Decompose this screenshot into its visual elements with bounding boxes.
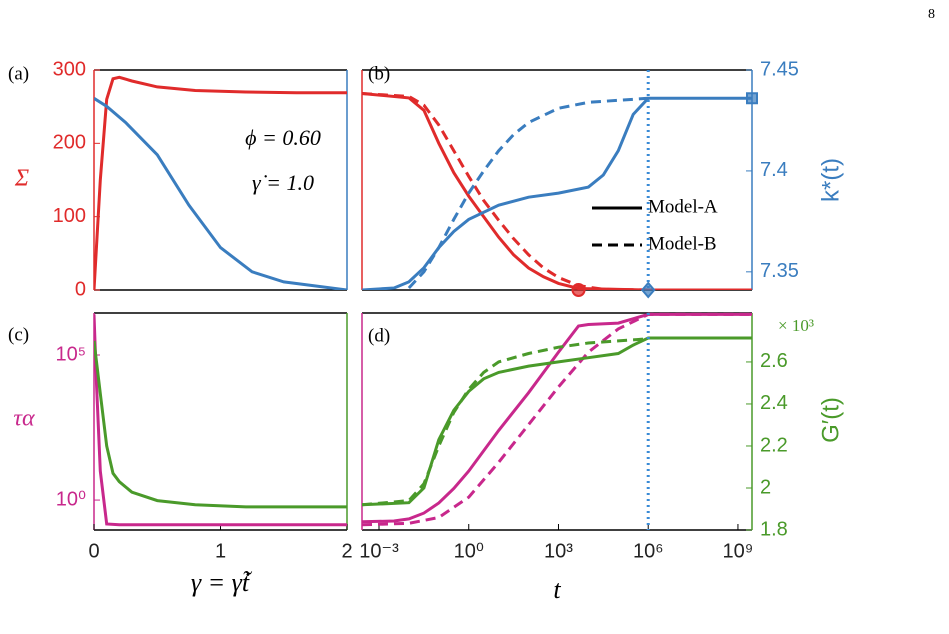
panel-label: (d)	[368, 325, 390, 346]
data-line	[94, 97, 347, 290]
data-line	[362, 96, 752, 290]
data-line	[362, 336, 752, 507]
y-tick-label: 100	[53, 205, 86, 227]
x-axis-label: t	[553, 575, 561, 604]
y-axis-label: Σ	[14, 166, 29, 192]
y-tick-label: 0	[75, 278, 86, 300]
page-number: 8	[928, 7, 935, 22]
y2-tick-label: 2	[760, 476, 771, 498]
y2-tick-label: 7.4	[760, 159, 788, 181]
x-tick-label: 10⁹	[723, 540, 754, 562]
panel-label: (b)	[368, 63, 390, 84]
x-tick-label: 2	[341, 540, 352, 562]
y-tick-label: 300	[53, 58, 86, 80]
x-tick-label: 10⁰	[454, 540, 484, 562]
data-line	[362, 92, 649, 290]
x-tick-label: 10⁻³	[359, 540, 399, 562]
data-line	[94, 314, 347, 527]
y2-tick-label: 2.6	[760, 350, 788, 372]
y2-multiplier: × 10³	[778, 316, 814, 335]
data-line	[362, 337, 649, 507]
data-line	[362, 312, 752, 527]
y-tick-label: 200	[53, 132, 86, 154]
annotation: ϕ = 0.60	[245, 125, 321, 150]
y-tick-label: 10⁵	[55, 343, 86, 365]
data-line	[407, 96, 649, 290]
point-marker	[746, 92, 758, 105]
legend-label: Model-B	[648, 233, 717, 254]
legend-label: Model-A	[648, 196, 718, 217]
data-line	[362, 312, 752, 524]
y-tick-label: 10⁰	[56, 488, 86, 510]
point-marker	[571, 283, 586, 297]
panel-label: (c)	[8, 324, 29, 345]
y2-tick-label: 7.45	[760, 58, 799, 80]
x-tick-label: 0	[88, 540, 99, 562]
y-axis-label: τα	[13, 406, 35, 432]
x-tick-label: 10⁶	[633, 540, 663, 562]
y2-axis-label: k*(t)	[817, 158, 844, 202]
point-marker	[640, 281, 656, 299]
data-line	[94, 75, 347, 290]
y2-axis-label: G′(t)	[817, 397, 844, 443]
y2-tick-label: 2.4	[760, 392, 788, 414]
data-line	[362, 92, 752, 290]
panel-label: (a)	[8, 63, 29, 84]
x-tick-label: 10³	[544, 540, 573, 562]
data-line	[94, 340, 347, 509]
x-axis-label: γ = γ̇t̃	[191, 568, 253, 597]
y2-tick-label: 2.2	[760, 434, 788, 456]
x-tick-label: 1	[215, 540, 226, 562]
annotation: γ̇ = 1.0	[252, 170, 314, 195]
y2-tick-label: 7.35	[760, 260, 799, 282]
y2-tick-label: 1.8	[760, 518, 788, 540]
